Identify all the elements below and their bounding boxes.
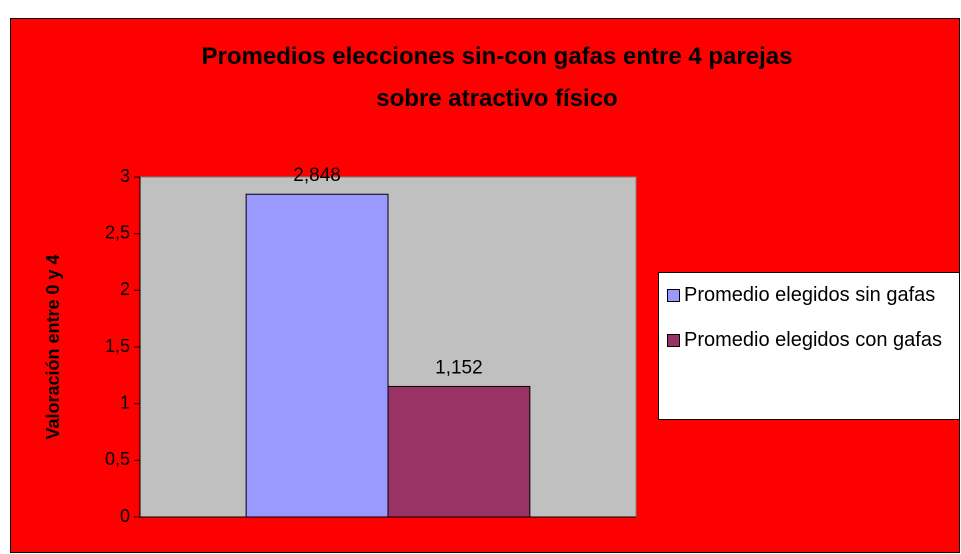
y-tick-label: 0 (120, 506, 130, 526)
legend-label: Promedio elegidos sin gafas (684, 284, 936, 306)
legend-swatch (667, 289, 680, 302)
y-tick-label: 3 (120, 166, 130, 186)
y-axis-label: Valoración entre 0 y 4 (43, 254, 63, 439)
legend-label: Promedio elegidos con gafas (684, 329, 942, 351)
y-tick-label: 1,5 (105, 336, 130, 356)
legend: Promedio elegidos sin gafas Promedio eleg… (658, 272, 960, 420)
legend-entry: Promedio elegidos con gafas (667, 328, 955, 352)
chart-title: Promedios elecciones sin-con gafas entre… (201, 43, 793, 112)
y-tick-label: 1 (120, 392, 130, 412)
legend-entry: Promedio elegidos sin gafas (667, 283, 955, 307)
value-label: 2,848 (293, 165, 341, 186)
y-tick-label: 2 (120, 279, 130, 299)
bar (387, 385, 531, 518)
bar (245, 193, 389, 518)
y-tick-label: 0,5 (105, 449, 130, 469)
y-tick-label: 2,5 (105, 222, 130, 242)
value-label: 1,152 (435, 357, 483, 378)
legend-swatch (667, 334, 680, 347)
